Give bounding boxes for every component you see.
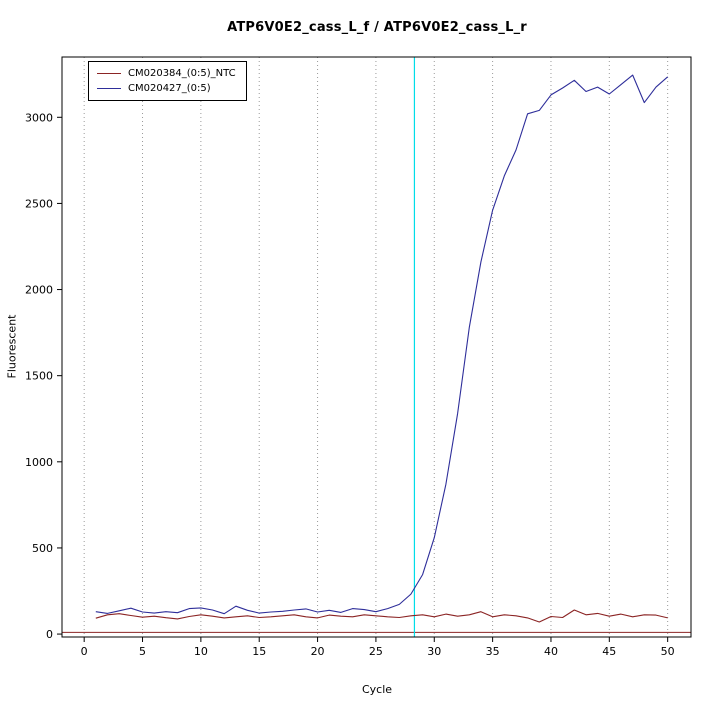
legend-entry-sample: CM020427_(0:5) [97, 81, 236, 96]
y-tick-label: 0 [46, 628, 53, 641]
x-tick-label: 20 [311, 645, 325, 658]
series-line-1 [95, 74, 669, 615]
y-tick-label: 1500 [25, 370, 53, 383]
x-tick-label: 30 [427, 645, 441, 658]
x-tick-label: 25 [369, 645, 383, 658]
legend-box: CM020384_(0:5)_NTC CM020427_(0:5) [88, 61, 247, 101]
y-tick-label: 2000 [25, 284, 53, 297]
y-tick-label: 3000 [25, 111, 53, 124]
x-tick-label: 0 [81, 645, 88, 658]
legend-line-swatch-sample [97, 88, 121, 89]
x-tick-label: 50 [661, 645, 675, 658]
legend-line-swatch-ntc [97, 73, 121, 74]
x-tick-label: 15 [252, 645, 266, 658]
x-tick-label: 35 [486, 645, 500, 658]
series-line-0 [95, 609, 668, 623]
legend-entry-ntc: CM020384_(0:5)_NTC [97, 66, 236, 81]
y-tick-label: 2500 [25, 197, 53, 210]
x-tick-label: 45 [602, 645, 616, 658]
chart-title: ATP6V0E2_cass_L_f / ATP6V0E2_cass_L_r [227, 20, 527, 35]
legend-label-ntc: CM020384_(0:5)_NTC [128, 68, 236, 79]
y-tick-label: 1000 [25, 456, 53, 469]
x-tick-label: 40 [544, 645, 558, 658]
plot-border [61, 56, 692, 638]
x-tick-label: 10 [194, 645, 208, 658]
x-axis-label: Cycle [361, 683, 393, 696]
y-tick-label: 500 [32, 542, 53, 555]
x-tick-label: 5 [139, 645, 146, 658]
legend-label-sample: CM020427_(0:5) [128, 83, 211, 94]
